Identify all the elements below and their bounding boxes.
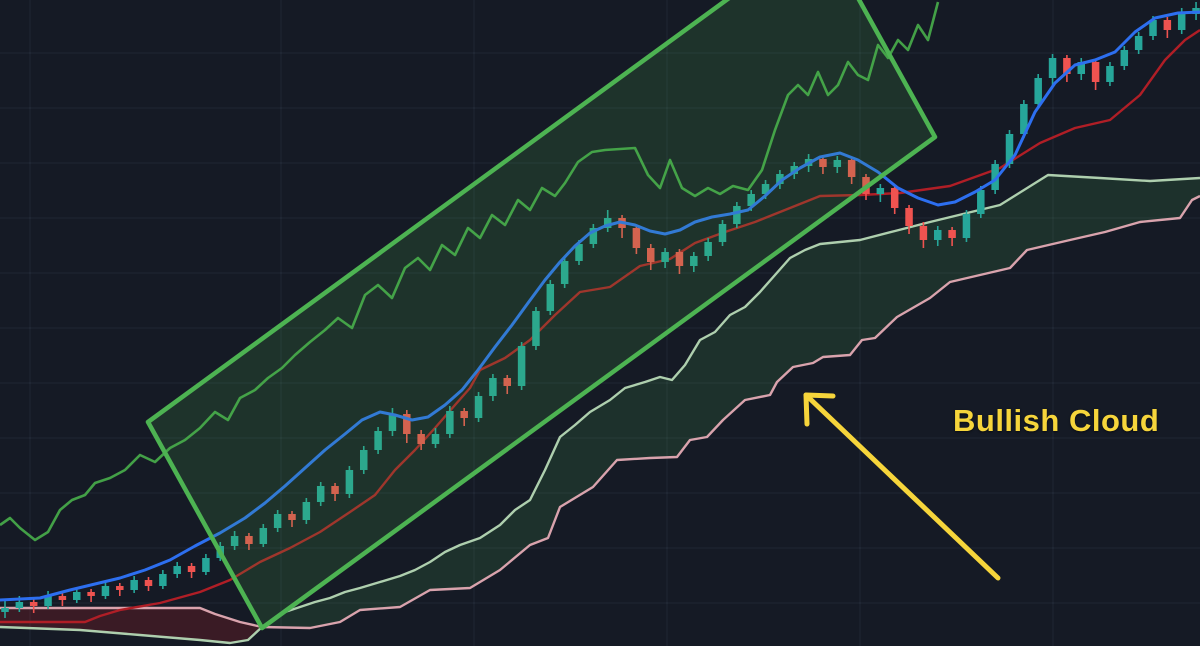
- candle-up-body: [876, 188, 885, 194]
- candle-up-body: [273, 514, 282, 528]
- candle-up-body: [489, 378, 497, 396]
- candle-up-body: [259, 528, 268, 544]
- candle-up-body: [388, 414, 397, 431]
- senkou-span-b-line: [0, 194, 1200, 630]
- candlesticks: [1, 2, 1200, 618]
- candle-down-body: [632, 228, 641, 248]
- candle-up-body: [374, 431, 382, 450]
- arrow-head[interactable]: [803, 392, 836, 427]
- candle-down-body: [116, 586, 124, 590]
- candle-up-body: [1034, 78, 1042, 104]
- trend-channel-rectangle[interactable]: [145, 0, 938, 631]
- candle-down-body: [1091, 62, 1100, 82]
- candle-up-body: [130, 580, 138, 590]
- candle-up-body: [718, 224, 727, 242]
- candle-up-body: [1120, 50, 1129, 66]
- ichimoku-cloud: [0, 175, 1200, 643]
- candle-up-body: [704, 242, 712, 256]
- candle-up-body: [1106, 66, 1114, 82]
- candle-up-body: [202, 558, 210, 572]
- candle-up-body: [159, 574, 167, 586]
- candle-down-body: [403, 414, 411, 434]
- candle-up-body: [962, 214, 971, 238]
- candle-up-body: [747, 194, 755, 206]
- candle-up-body: [44, 596, 52, 606]
- candle-up-body: [603, 218, 612, 228]
- candle-up-body: [1134, 36, 1143, 50]
- candle-up-body: [934, 230, 942, 240]
- candle-up-body: [589, 228, 598, 244]
- candle-up-body: [360, 450, 368, 470]
- candle-up-body: [761, 184, 770, 194]
- candle-down-body: [58, 596, 67, 600]
- candle-up-body: [431, 434, 440, 444]
- candle-up-body: [546, 284, 555, 311]
- candle-up-body: [560, 261, 569, 284]
- candle-down-body: [417, 434, 425, 444]
- candle-up-body: [446, 411, 454, 434]
- senkou-span-a-line: [0, 173, 1200, 645]
- candle-up-body: [1177, 14, 1186, 30]
- kijun-sen-line: [0, 29, 1200, 624]
- candle-down-body: [87, 592, 95, 596]
- ichimoku-lines: [0, 29, 1200, 645]
- candle-down-body: [1063, 58, 1071, 74]
- candle-down-body: [288, 514, 296, 520]
- candle-down-body: [647, 248, 655, 262]
- candle-down-body: [144, 580, 153, 586]
- chikou-span-line: [0, 1, 940, 542]
- candle-down-body: [905, 208, 913, 226]
- candle-up-body: [73, 592, 81, 600]
- candle-down-body: [331, 486, 339, 494]
- candle-up-body: [1077, 62, 1085, 74]
- candle-up-body: [1, 608, 9, 612]
- arrow-shaft[interactable]: [803, 392, 1001, 581]
- candle-up-body: [991, 164, 999, 190]
- candle-down-body: [675, 252, 684, 266]
- candle-down-body: [948, 230, 956, 238]
- bullish-cloud-label[interactable]: Bullish Cloud: [953, 403, 1160, 438]
- candle-up-body: [1005, 134, 1014, 164]
- candle-up-body: [230, 536, 239, 546]
- candle-up-body: [101, 586, 110, 596]
- candle-up-body: [302, 502, 311, 520]
- candle-up-body: [1020, 104, 1028, 134]
- candle-down-body: [29, 602, 38, 606]
- candle-down-body: [1163, 20, 1172, 30]
- candle-up-body: [977, 190, 985, 214]
- candle-down-body: [460, 411, 468, 418]
- candle-up-body: [833, 160, 842, 167]
- candle-up-body: [661, 252, 669, 262]
- candle-up-body: [575, 244, 583, 261]
- drawing-annotations[interactable]: [145, 0, 1001, 631]
- candle-up-body: [316, 486, 325, 502]
- bullish-cloud-area: [262, 175, 1200, 628]
- candle-down-body: [245, 536, 253, 544]
- tenkan-sen-line: [0, 10, 1200, 602]
- candle-down-body: [503, 378, 511, 386]
- candle-down-body: [187, 566, 196, 572]
- candle-up-body: [790, 166, 798, 174]
- candle-down-body: [819, 159, 827, 167]
- candle-down-body: [890, 188, 899, 208]
- candle-down-body: [919, 226, 928, 240]
- overlay-lines: [0, 1, 1200, 602]
- candle-up-body: [1048, 58, 1057, 78]
- candle-up-body: [15, 602, 24, 608]
- candle-up-body: [345, 470, 354, 494]
- bearish-cloud-area: [0, 608, 262, 643]
- candle-up-body: [517, 346, 526, 386]
- candle-up-body: [474, 396, 483, 418]
- candle-up-body: [690, 256, 698, 266]
- candle-up-body: [1149, 20, 1157, 36]
- candle-down-body: [847, 160, 856, 177]
- candle-up-body: [173, 566, 181, 574]
- candle-up-body: [776, 174, 784, 184]
- candle-up-body: [532, 311, 540, 346]
- candle-up-body: [733, 206, 741, 224]
